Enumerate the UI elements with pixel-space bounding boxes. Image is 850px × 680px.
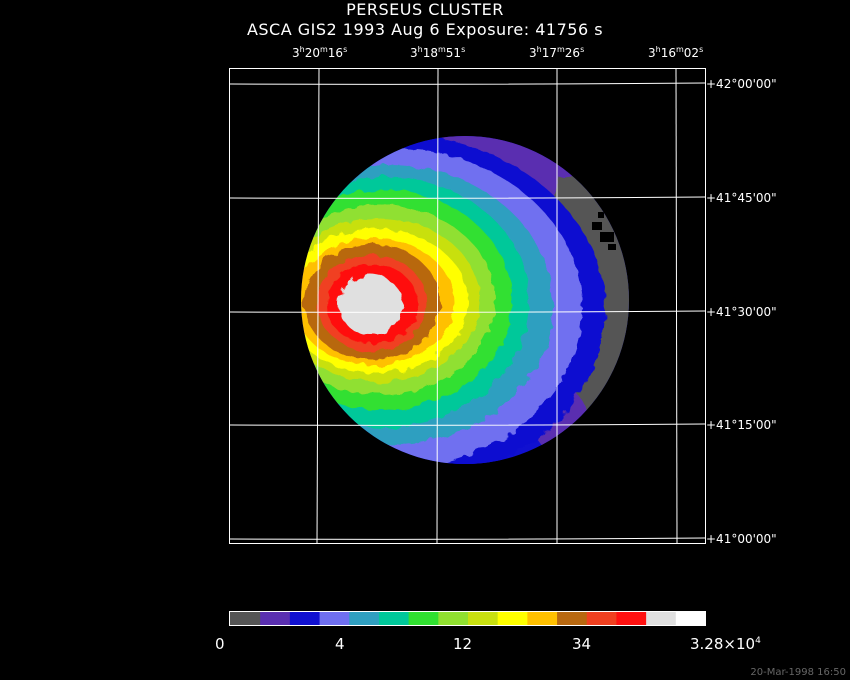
- ra-tick-label: 3h20m16s: [292, 45, 348, 60]
- colorbar-swatch: [437, 612, 468, 625]
- dec-tick-label: +42°00'00": [706, 77, 777, 91]
- colorbar-swatch: [348, 612, 379, 625]
- coordinate-grid: [229, 68, 706, 544]
- colorbar-swatch: [319, 612, 350, 625]
- colorbar-swatch: [467, 612, 498, 625]
- colorbar-swatch: [586, 612, 617, 625]
- colorbar-label: 0: [215, 635, 225, 653]
- ra-tick-label: 3h16m02s: [648, 45, 704, 60]
- colorbar-swatch: [526, 612, 558, 625]
- dec-tick-label: +41°15'00": [706, 418, 777, 432]
- ra-tick-label: 3h18m51s: [410, 45, 466, 60]
- figure-subtitle: ASCA GIS2 1993 Aug 6 Exposure: 41756 s: [246, 20, 604, 39]
- figure-title: PERSEUS CLUSTER: [346, 0, 504, 19]
- colorbar-label: 34: [572, 635, 592, 653]
- colorbar-swatch: [259, 612, 290, 625]
- timestamp: 20-Mar-1998 16:50: [750, 667, 846, 678]
- colorbar-max-label: 3.28×104: [690, 635, 761, 653]
- dec-tick-label: +41°00'00": [706, 532, 777, 546]
- colorbar-swatch: [408, 612, 439, 625]
- colorbar-swatch: [675, 612, 706, 625]
- colorbar-swatch: [615, 612, 647, 625]
- colorbar-swatch: [230, 612, 261, 625]
- dec-tick-label: +41°30'00": [706, 305, 777, 319]
- ra-tick-label: 3h17m26s: [529, 45, 585, 60]
- colorbar-swatch: [645, 612, 676, 625]
- colorbar-swatch: [289, 612, 320, 625]
- colorbar-swatch: [556, 612, 587, 625]
- colorbar: [229, 611, 706, 626]
- plot-frame: [229, 68, 706, 544]
- colorbar-swatch: [497, 612, 528, 625]
- colorbar-swatch: [378, 612, 409, 625]
- colorbar-label: 12: [453, 635, 473, 653]
- cluster-core: [339, 275, 403, 335]
- colorbar-label: 4: [335, 635, 345, 653]
- dec-tick-label: +41°45'00": [706, 191, 777, 205]
